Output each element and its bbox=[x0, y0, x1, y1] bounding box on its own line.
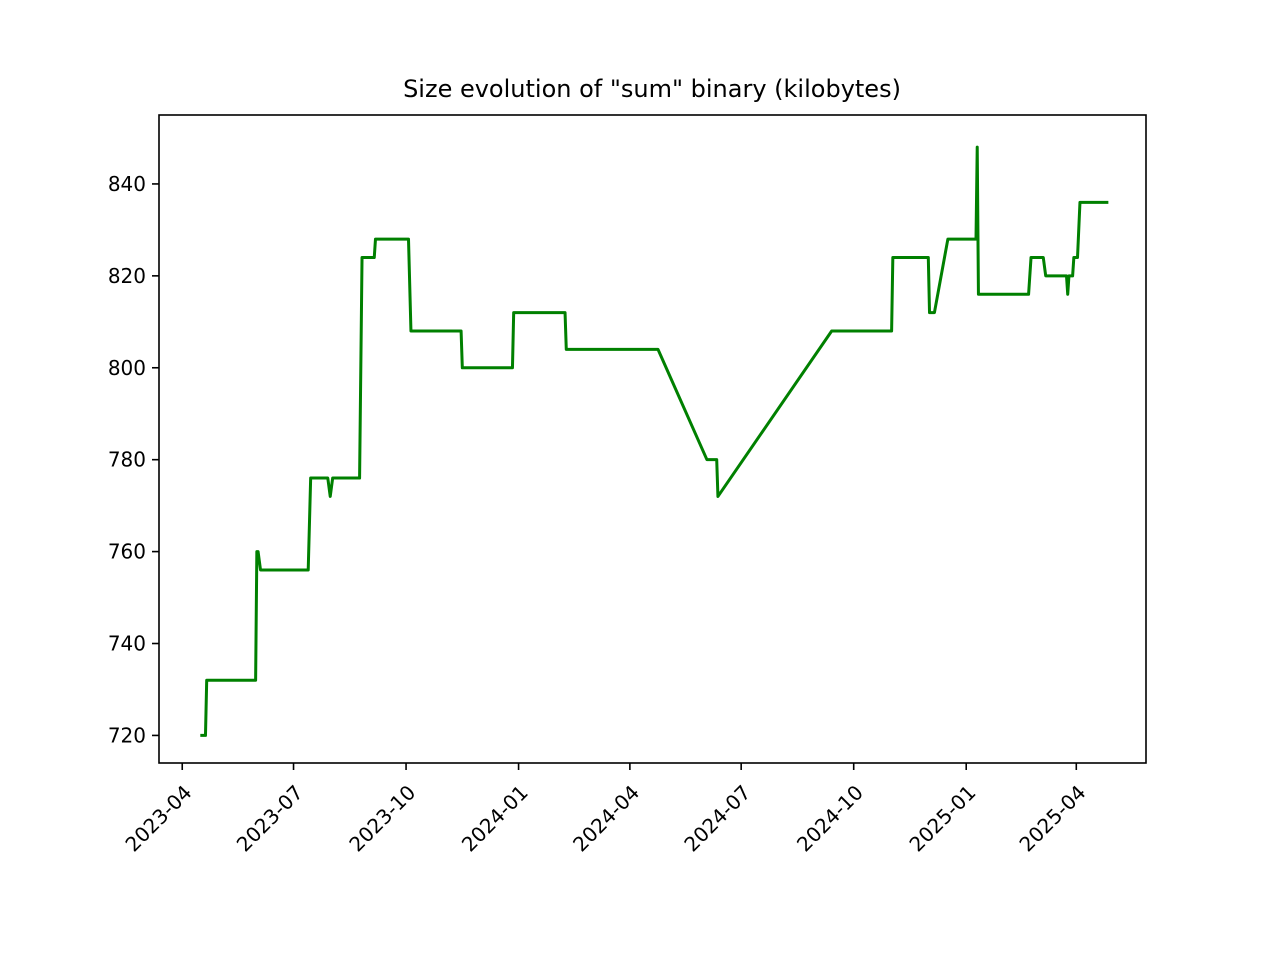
plot-frame bbox=[158, 114, 1147, 764]
y-tick-label: 720 bbox=[108, 723, 146, 747]
data-point bbox=[1072, 256, 1075, 259]
data-point bbox=[976, 146, 979, 149]
series-layer bbox=[200, 145, 1109, 737]
data-point bbox=[933, 311, 936, 314]
data-point bbox=[374, 238, 377, 241]
data-point bbox=[329, 495, 332, 498]
data-point bbox=[205, 679, 208, 682]
y-tick-label: 840 bbox=[108, 172, 146, 196]
data-point bbox=[1076, 256, 1079, 259]
data-point bbox=[409, 330, 412, 333]
data-point bbox=[657, 348, 660, 351]
data-point bbox=[705, 458, 708, 461]
y-tick-label: 760 bbox=[108, 540, 146, 564]
data-point bbox=[326, 477, 329, 480]
data-point bbox=[307, 568, 310, 571]
data-point bbox=[358, 477, 361, 480]
data-point bbox=[1042, 256, 1045, 259]
data-point bbox=[461, 366, 464, 369]
series-line-sum bbox=[200, 145, 1109, 737]
data-point bbox=[1044, 274, 1047, 277]
data-point bbox=[373, 256, 376, 259]
data-point bbox=[1066, 293, 1069, 296]
data-point bbox=[309, 477, 312, 480]
y-tick-label: 780 bbox=[108, 448, 146, 472]
data-point bbox=[830, 330, 833, 333]
data-point bbox=[977, 293, 980, 296]
data-point bbox=[715, 458, 718, 461]
data-point bbox=[1030, 256, 1033, 259]
chart-title: Size evolution of "sum" binary (kilobyte… bbox=[403, 75, 901, 103]
data-point bbox=[946, 238, 949, 241]
data-point bbox=[928, 311, 931, 314]
data-point bbox=[259, 568, 262, 571]
data-point bbox=[1078, 201, 1081, 204]
data-point bbox=[1027, 293, 1030, 296]
data-point bbox=[331, 477, 334, 480]
data-point bbox=[890, 330, 893, 333]
data-point bbox=[257, 550, 260, 553]
data-point bbox=[1105, 201, 1108, 204]
y-tick-label: 800 bbox=[108, 356, 146, 380]
data-point bbox=[200, 734, 203, 737]
data-point bbox=[927, 256, 930, 259]
data-point bbox=[361, 256, 364, 259]
y-axis: 720 740 760 780 800 820 840 bbox=[108, 172, 159, 747]
y-tick-label: 820 bbox=[108, 264, 146, 288]
data-point bbox=[512, 311, 515, 314]
data-point bbox=[407, 238, 410, 241]
data-point bbox=[565, 348, 568, 351]
data-point bbox=[1067, 274, 1070, 277]
data-point bbox=[716, 495, 719, 498]
data-point bbox=[1071, 274, 1074, 277]
data-point bbox=[511, 366, 514, 369]
data-point bbox=[460, 330, 463, 333]
data-point bbox=[564, 311, 567, 314]
data-point bbox=[254, 679, 257, 682]
data-point bbox=[891, 256, 894, 259]
data-point bbox=[975, 238, 978, 241]
y-tick-label: 740 bbox=[108, 632, 146, 656]
data-point bbox=[204, 734, 207, 737]
